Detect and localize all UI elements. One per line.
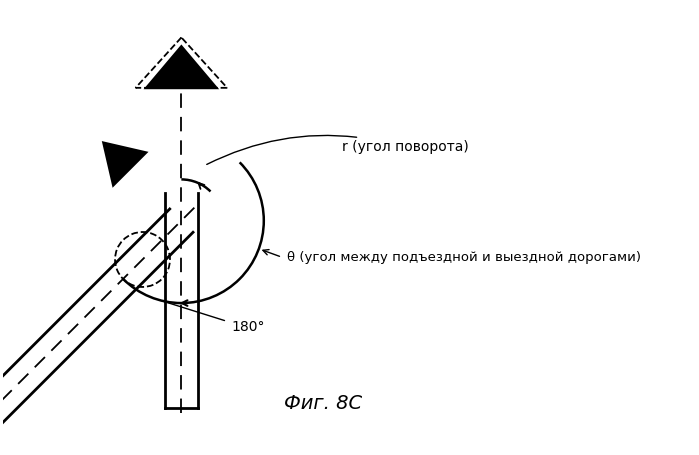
Text: Фиг. 8C: Фиг. 8C (284, 394, 362, 413)
Text: θ (угол между подъездной и выездной дорогами): θ (угол между подъездной и выездной доро… (287, 251, 641, 264)
Text: r (угол поворота): r (угол поворота) (207, 136, 468, 164)
Polygon shape (103, 143, 146, 185)
Polygon shape (147, 46, 216, 88)
Text: 180°: 180° (232, 319, 265, 334)
